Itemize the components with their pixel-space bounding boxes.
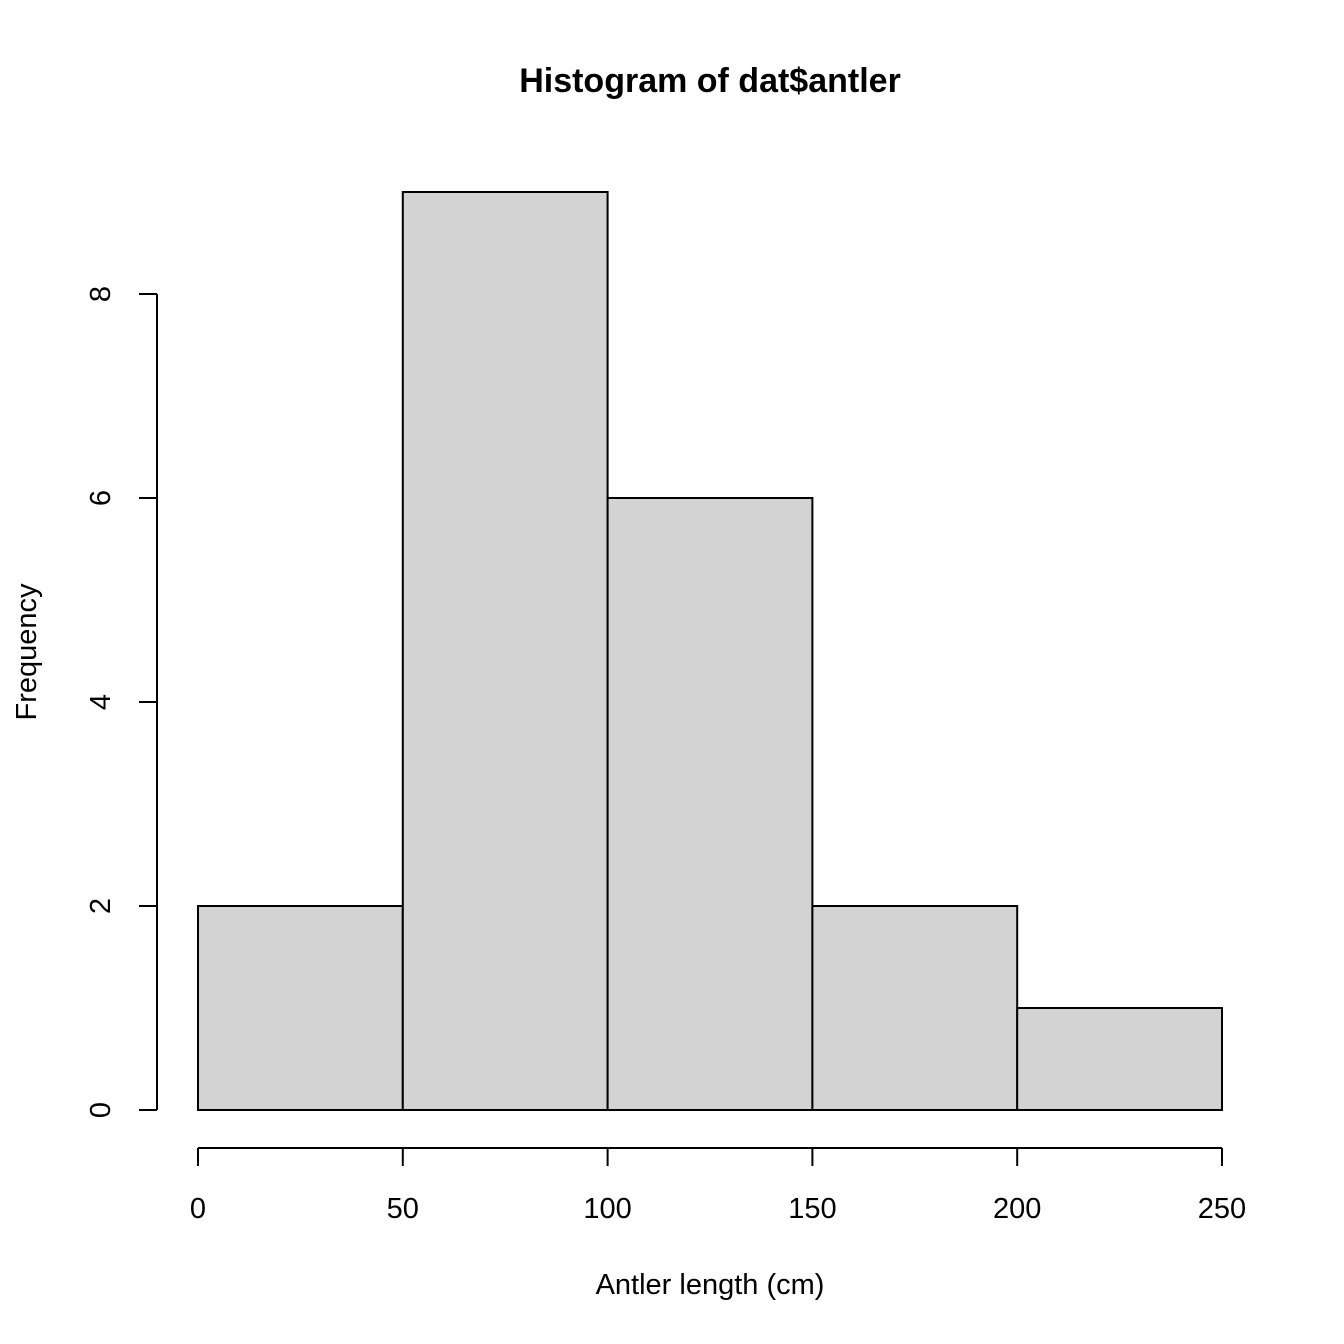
histogram-bar-0 bbox=[197, 905, 404, 1111]
chart-title: Histogram of dat$antler bbox=[519, 62, 901, 100]
x-tick-label-5: 250 bbox=[1198, 1193, 1246, 1225]
histogram-bar-2 bbox=[606, 497, 814, 1111]
x-tick-label-3: 150 bbox=[788, 1193, 836, 1225]
x-tick-label-1: 50 bbox=[387, 1193, 419, 1225]
y-tick-label-3: 6 bbox=[85, 490, 117, 506]
x-tick-label-0: 0 bbox=[190, 1193, 206, 1225]
y-axis: 0 2 4 6 8 bbox=[85, 286, 158, 1118]
x-tick-label-2: 100 bbox=[583, 1193, 631, 1225]
y-tick-label-1: 2 bbox=[85, 898, 117, 914]
y-axis-label: Frequency bbox=[11, 583, 43, 721]
y-tick-label-0: 0 bbox=[85, 1102, 117, 1118]
y-tick-label-2: 4 bbox=[85, 694, 117, 710]
y-tick-label-4: 8 bbox=[85, 286, 117, 302]
histogram-bar-4 bbox=[1016, 1007, 1224, 1111]
bars-group bbox=[197, 191, 1224, 1111]
histogram-bar-1 bbox=[401, 191, 609, 1111]
x-axis: 0 50 100 150 200 250 bbox=[190, 1147, 1246, 1225]
x-axis-label: Antler length (cm) bbox=[596, 1269, 825, 1301]
x-tick-label-4: 200 bbox=[993, 1193, 1041, 1225]
histogram-bar-3 bbox=[811, 905, 1019, 1111]
